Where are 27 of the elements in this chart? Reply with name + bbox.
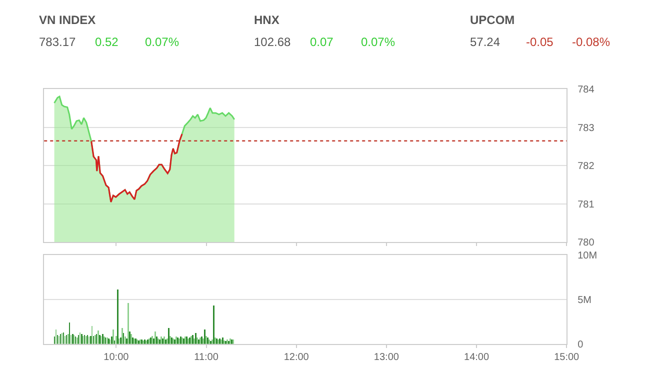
category-label: HNX (254, 13, 280, 27)
y-tick-label: 781 (578, 199, 595, 210)
x-tick-label: 12:00 (284, 352, 310, 363)
y-tick-label: 780 (578, 238, 595, 249)
y-tick-label: 784 (578, 84, 595, 96)
text: 102.68 (254, 35, 292, 49)
x-tick-label: 11:00 (194, 352, 219, 363)
x-tick-label: 15:00 (554, 352, 580, 363)
text: -0.05 (526, 35, 554, 49)
text: 0.52 (95, 35, 119, 49)
text: 57.24 (470, 35, 500, 49)
x-tick-label: 10:00 (104, 352, 130, 363)
category-label: VN INDEX (39, 13, 96, 27)
y-tick-label: 782 (578, 161, 595, 172)
text: 0.07 (310, 35, 334, 49)
y-tick-label: 5M (578, 294, 592, 306)
text: -0.08% (572, 35, 610, 49)
x-tick-label: 13:00 (374, 352, 400, 363)
line-series (90, 133, 183, 203)
category-label: UPCOM (470, 13, 515, 27)
y-tick-label: 0 (578, 339, 584, 350)
text: 0.07% (361, 35, 396, 49)
x-tick-label: 14:00 (464, 352, 490, 363)
y-tick-label: 10M (578, 250, 598, 262)
y-tick-label: 783 (578, 122, 595, 134)
text: 783.17 (39, 35, 76, 49)
text: 0.07% (145, 35, 180, 49)
